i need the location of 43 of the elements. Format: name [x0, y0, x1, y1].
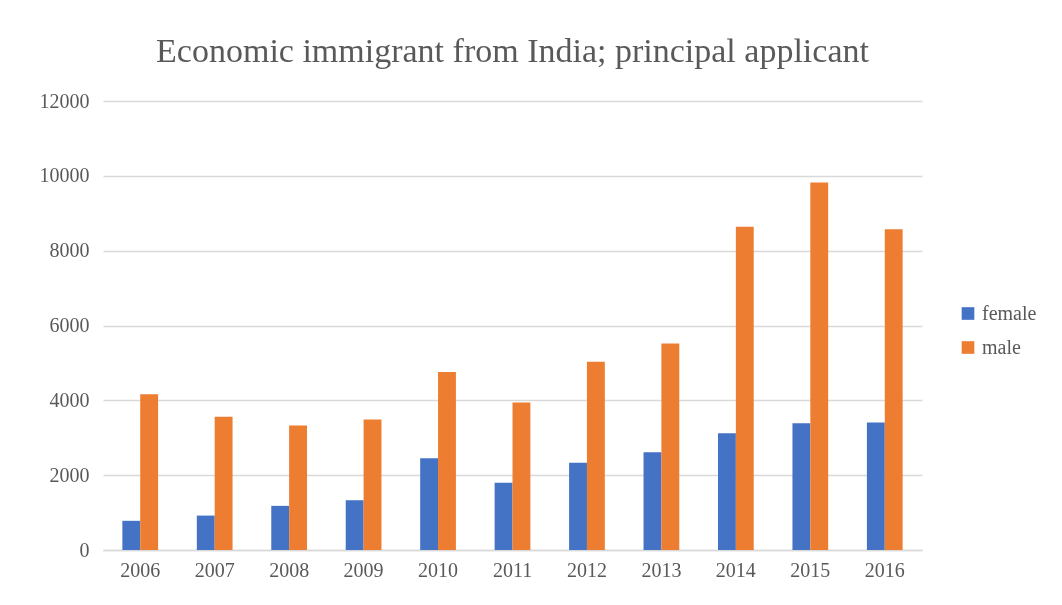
bar — [122, 520, 141, 550]
legend-label: male — [982, 335, 1021, 358]
y-tick-label: 8000 — [49, 239, 90, 262]
bar — [717, 433, 736, 550]
bar — [271, 505, 290, 550]
bar — [494, 482, 513, 550]
y-tick-label: 10000 — [39, 164, 90, 187]
y-tick-label: 12000 — [39, 89, 90, 112]
bar — [866, 422, 885, 550]
bar — [140, 394, 159, 550]
bar — [345, 500, 364, 550]
y-tick-label: 2000 — [49, 463, 90, 486]
x-tick-label: 2014 — [715, 558, 756, 581]
bar — [289, 425, 308, 550]
x-tick-label: 2007 — [194, 558, 235, 581]
bar — [512, 402, 531, 550]
bar — [884, 229, 903, 550]
x-tick-label: 2016 — [864, 558, 905, 581]
x-tick-label: 2012 — [566, 558, 607, 581]
y-tick-label: 0 — [79, 538, 90, 561]
bar — [363, 419, 382, 550]
bar — [196, 515, 215, 550]
bar — [420, 458, 439, 550]
x-tick-label: 2015 — [790, 558, 831, 581]
bar — [214, 416, 233, 550]
bar — [586, 361, 605, 550]
x-tick-label: 2008 — [269, 558, 310, 581]
bar — [569, 462, 587, 550]
bar — [643, 452, 662, 550]
x-tick-label: 2010 — [418, 558, 459, 581]
y-tick-label: 6000 — [49, 314, 90, 336]
x-tick-label: 2011 — [492, 558, 533, 581]
bar — [735, 226, 754, 550]
x-tick-label: 2009 — [343, 558, 384, 581]
bar — [438, 371, 456, 550]
legend-label: female — [982, 301, 1037, 324]
bar — [792, 423, 811, 550]
y-tick-label: 4000 — [49, 388, 90, 411]
x-tick-label: 2013 — [641, 558, 682, 581]
x-tick-label: 2006 — [120, 558, 161, 581]
chart-title: Economic immigrant from India; principal applicant — [156, 32, 870, 69]
bar — [810, 182, 829, 550]
bar — [661, 343, 680, 550]
